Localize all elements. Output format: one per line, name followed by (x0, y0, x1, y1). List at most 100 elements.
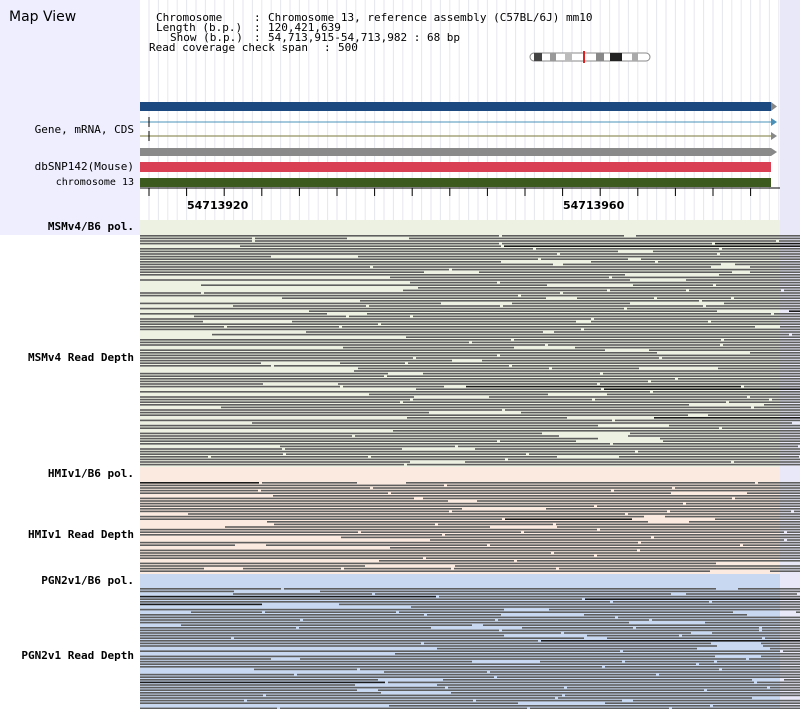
read (371, 456, 557, 458)
read (654, 536, 800, 539)
read (482, 359, 800, 362)
read (780, 326, 800, 328)
gray-feature-bar[interactable] (140, 148, 771, 156)
read (140, 531, 358, 533)
read (225, 526, 490, 528)
read (407, 417, 567, 419)
read (705, 621, 800, 624)
read (514, 339, 721, 341)
read (512, 302, 630, 305)
read (575, 346, 800, 349)
read (140, 544, 235, 546)
read (521, 294, 800, 297)
gene-arrow (771, 102, 777, 111)
read (140, 508, 462, 510)
read (140, 463, 404, 466)
chromosome-track-label: chromosome 13 (55, 177, 134, 188)
dbsnp-bar[interactable] (140, 162, 771, 172)
read (140, 489, 258, 492)
read (140, 292, 201, 294)
read (761, 642, 800, 645)
read (750, 396, 800, 398)
read (729, 401, 800, 403)
read (774, 313, 800, 315)
read (663, 440, 800, 442)
read (552, 367, 639, 370)
read (140, 497, 414, 500)
read (427, 614, 501, 616)
read (227, 326, 339, 328)
read (556, 523, 800, 526)
read (489, 396, 747, 398)
read (320, 590, 800, 593)
read (140, 414, 688, 416)
read (548, 344, 720, 346)
read (140, 398, 410, 401)
chromosome-bar[interactable] (140, 178, 771, 187)
read (267, 521, 648, 523)
read (140, 614, 424, 616)
read (559, 567, 800, 570)
read (722, 427, 800, 429)
read (252, 422, 792, 424)
read (343, 346, 514, 349)
read (282, 297, 546, 299)
mrna-arrow (771, 118, 777, 126)
read (735, 263, 800, 266)
read (750, 266, 800, 268)
read (686, 502, 800, 505)
read (140, 448, 282, 450)
read (407, 463, 800, 466)
gene-bar[interactable] (140, 102, 771, 111)
read (140, 357, 413, 359)
read (613, 443, 800, 445)
read (607, 393, 800, 396)
read (670, 510, 791, 513)
read (734, 461, 800, 463)
gene-track[interactable] (140, 102, 777, 156)
read (651, 380, 800, 383)
left-panel (0, 0, 140, 235)
read (140, 482, 259, 484)
read (719, 274, 800, 276)
read (342, 326, 755, 328)
pgn2v1-depth-label: PGN2v1 Read Depth (21, 649, 134, 662)
read (140, 375, 384, 377)
read (715, 518, 800, 520)
read (633, 699, 800, 702)
read (384, 671, 487, 673)
read (549, 608, 800, 611)
read (140, 655, 715, 658)
read (212, 333, 789, 336)
read (558, 697, 752, 699)
read (140, 385, 340, 388)
read (600, 383, 800, 385)
view-title: Map View (9, 9, 77, 25)
colon-3: : (254, 31, 261, 44)
read (286, 453, 526, 455)
read (140, 534, 442, 536)
read (734, 297, 800, 299)
read (757, 681, 800, 684)
read (413, 315, 800, 318)
read (378, 689, 704, 691)
read (140, 699, 244, 702)
read (140, 328, 581, 331)
read (540, 660, 622, 663)
read (388, 681, 754, 684)
read (140, 383, 263, 385)
read (477, 500, 800, 502)
read (140, 235, 499, 237)
read (584, 328, 800, 331)
read (505, 409, 800, 411)
read (612, 276, 800, 279)
read (744, 385, 800, 388)
read (140, 629, 499, 632)
read (411, 606, 800, 608)
read (140, 318, 591, 320)
msmv4-pol-label: MSMv4/B6 pol. (47, 220, 134, 233)
read (517, 560, 800, 562)
read (140, 590, 234, 593)
chromosome-ideogram[interactable] (529, 51, 651, 63)
